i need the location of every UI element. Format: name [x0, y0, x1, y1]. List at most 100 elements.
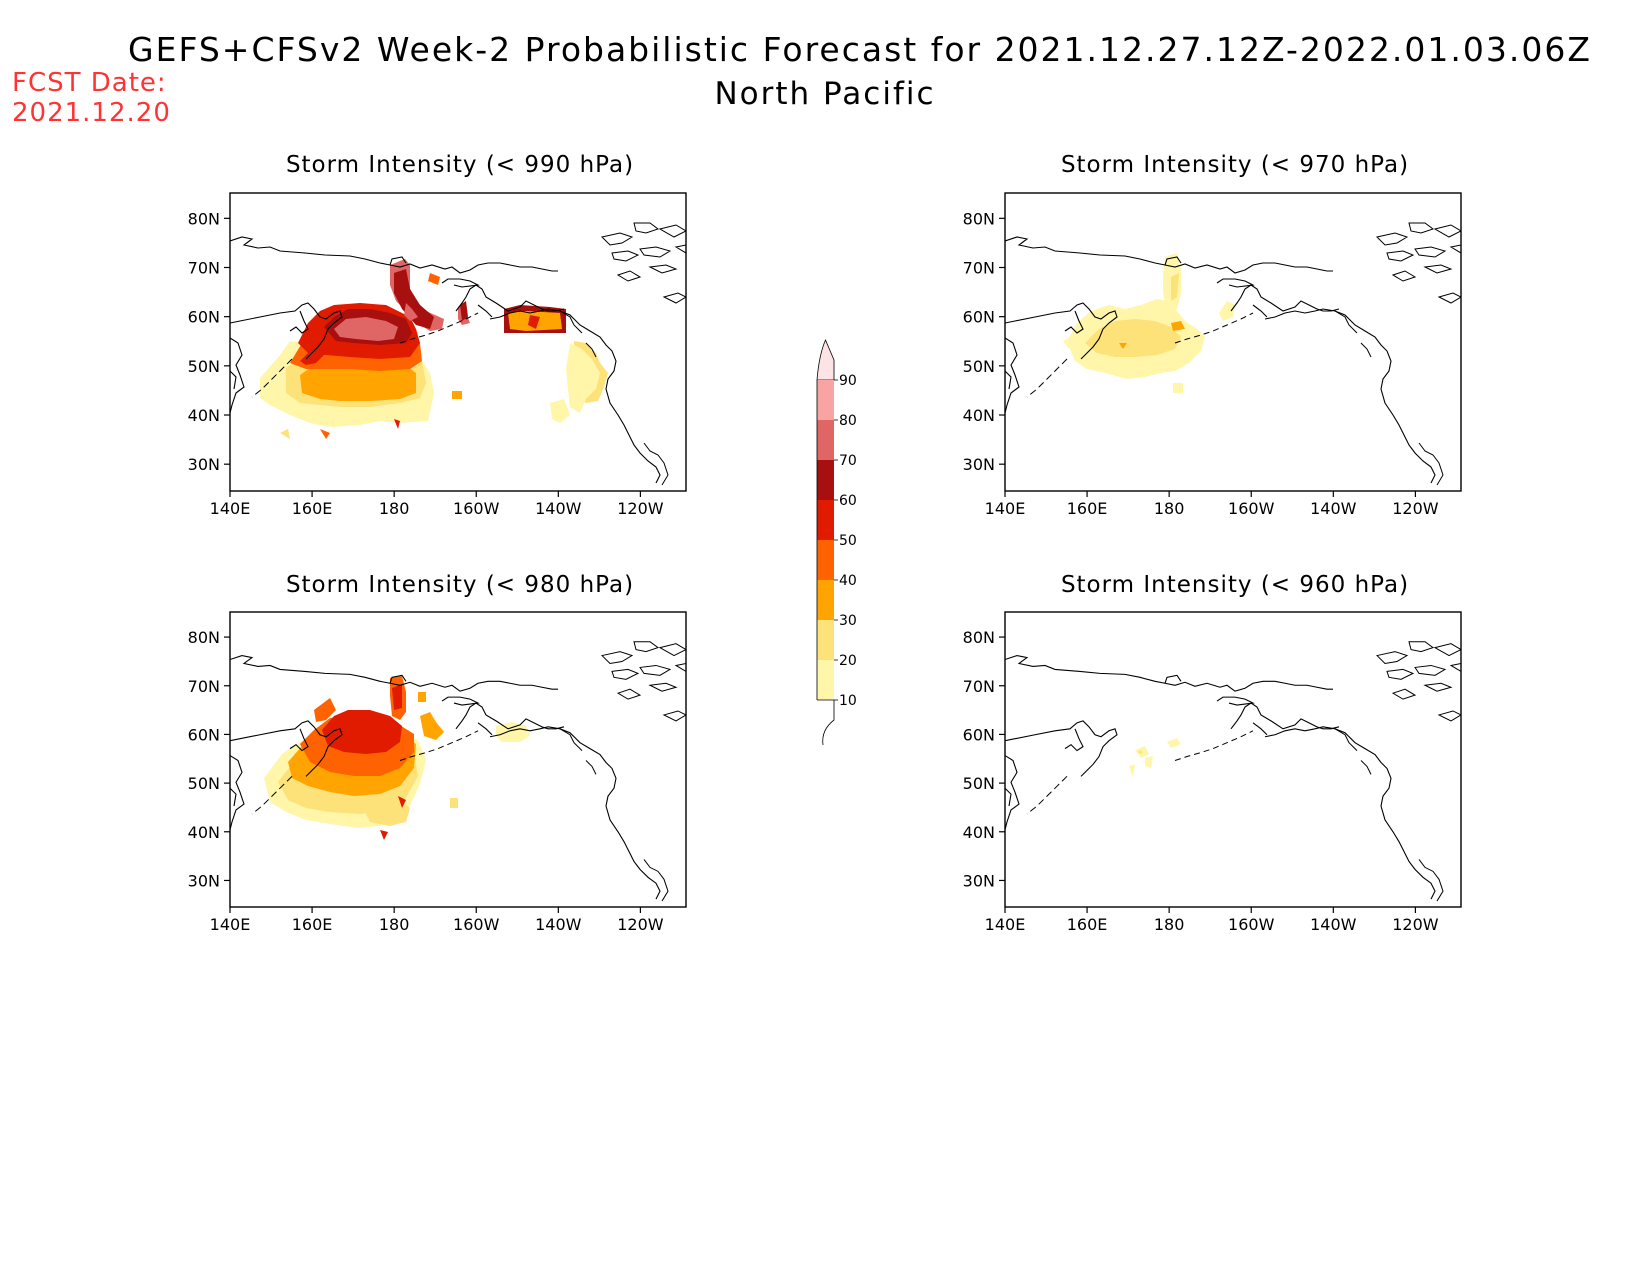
map-frame [229, 192, 687, 492]
probability-shading [1113, 329, 1155, 347]
probability-shading [496, 722, 530, 742]
colorbar-label: 10 [839, 693, 857, 709]
colorbar-segment [817, 620, 834, 660]
lon-tick-label: 120W [1392, 915, 1439, 934]
lat-tick-label: 50N [963, 357, 995, 376]
lon-tick-label: 140E [985, 915, 1026, 934]
probability-shading [404, 303, 418, 321]
forecast-date-caption: FCST Date: [12, 68, 167, 98]
lat-tick-label: 80N [963, 209, 995, 228]
colorbar-label: 40 [839, 573, 857, 589]
lat-tick-label: 40N [963, 406, 995, 425]
lat-tick-label: 40N [963, 823, 995, 842]
probability-shading [398, 796, 406, 808]
lat-tick-label: 40N [188, 406, 220, 425]
lon-tick-label: 180 [1154, 499, 1185, 518]
lat-tick-label: 70N [963, 677, 995, 696]
colorbar-label: 50 [839, 533, 857, 549]
colorbar-segment [817, 580, 834, 620]
lon-tick-label: 160E [292, 915, 333, 934]
probability-shading [1171, 273, 1179, 301]
panel-title-970: Storm Intensity (< 970 hPa) [1060, 152, 1410, 178]
lon-tick-label: 140W [535, 915, 582, 934]
lat-tick-label: 50N [963, 774, 995, 793]
lon-tick-label: 160E [292, 499, 333, 518]
probability-shading [428, 273, 440, 285]
probability-shading [322, 710, 402, 754]
probability-shading [550, 399, 570, 423]
lat-tick-label: 60N [963, 308, 995, 327]
probability-shading [300, 345, 326, 365]
lon-tick-label: 140W [535, 499, 582, 518]
colorbar-label: 90 [839, 373, 857, 389]
region-title: North Pacific [714, 76, 936, 112]
lat-tick-label: 80N [188, 628, 220, 647]
probability-shading [1145, 756, 1153, 768]
map-frame [1004, 611, 1462, 908]
probability-shading [394, 419, 400, 429]
lat-tick-label: 50N [188, 357, 220, 376]
lon-tick-label: 160W [453, 915, 500, 934]
panel-title-990: Storm Intensity (< 990 hPa) [285, 152, 635, 178]
probability-shading [528, 315, 540, 329]
coastline [1005, 641, 1461, 902]
lon-tick-label: 120W [617, 499, 664, 518]
colorbar-label: 60 [839, 493, 857, 509]
lat-tick-label: 60N [963, 725, 995, 744]
lat-tick-label: 30N [963, 871, 995, 890]
lat-tick-label: 70N [188, 677, 220, 696]
lat-tick-label: 30N [188, 455, 220, 474]
lon-tick-label: 160W [1228, 915, 1275, 934]
lat-tick-label: 50N [188, 774, 220, 793]
panel-title-960: Storm Intensity (< 960 hPa) [1060, 572, 1410, 598]
map-panel-p980: 80N 70N 60N 50N 40N 30N 140E 160E 180 160W 140W 120… [188, 611, 687, 934]
colorbar-segment [817, 460, 834, 500]
probability-shading [320, 429, 330, 439]
lon-tick-label: 140W [1310, 499, 1357, 518]
lon-tick-label: 140E [210, 915, 251, 934]
probability-shading [380, 830, 388, 840]
probability-shading [460, 301, 468, 321]
map-panel-p970: 80N 70N 60N 50N 40N 30N 140E 160E 180 160W 140W 120… [963, 192, 1462, 518]
colorbar-segment [817, 660, 834, 700]
panel-title-980: Storm Intensity (< 980 hPa) [285, 572, 635, 598]
lon-tick-label: 180 [379, 915, 410, 934]
lat-tick-label: 30N [963, 455, 995, 474]
probability-shading [566, 343, 600, 413]
colorbar-bottom-cap [817, 699, 835, 746]
probability-shading [450, 798, 458, 808]
probability-shading [280, 429, 290, 439]
lon-tick-label: 180 [1154, 915, 1185, 934]
map-frame [1004, 192, 1462, 492]
probability-shading [1171, 321, 1185, 331]
colorbar-label: 30 [839, 613, 857, 629]
lon-tick-label: 160E [1067, 915, 1108, 934]
colorbar-top-cap [816, 338, 835, 381]
lon-tick-label: 160W [453, 499, 500, 518]
map-panel-p990: 80N 70N 60N 50N 40N 30N 140E 160E 180 160W 140W 120… [188, 192, 687, 518]
lat-tick-label: 40N [188, 823, 220, 842]
probability-shading [334, 317, 398, 341]
colorbar-label: 70 [839, 453, 857, 469]
probability-shading [1173, 383, 1183, 393]
map-panel-p960: 80N 70N 60N 50N 40N 30N 140E 160E 180 160W 140W 120… [963, 611, 1462, 934]
probability-shading [418, 692, 426, 702]
colorbar-segment [817, 380, 834, 420]
lon-tick-label: 120W [617, 915, 664, 934]
lon-tick-label: 180 [379, 499, 410, 518]
lon-tick-label: 160E [1067, 499, 1108, 518]
probability-shading [1167, 738, 1181, 748]
lon-tick-label: 120W [1392, 499, 1439, 518]
page-title: GEFS+CFSv2 Week-2 Probabilistic Forecast… [128, 30, 1592, 69]
probability-shading [1063, 337, 1071, 349]
forecast-date-value: 2021.12.20 [12, 98, 171, 128]
lat-tick-label: 60N [188, 725, 220, 744]
lon-tick-label: 140E [985, 499, 1026, 518]
probability-shading [420, 712, 444, 740]
probability-shading [314, 698, 336, 722]
probability-shading [1137, 750, 1143, 754]
lat-tick-label: 80N [188, 209, 220, 228]
probability-shading [452, 391, 462, 399]
forecast-date-label: FCST Date: 2021.12.20 [12, 68, 171, 128]
